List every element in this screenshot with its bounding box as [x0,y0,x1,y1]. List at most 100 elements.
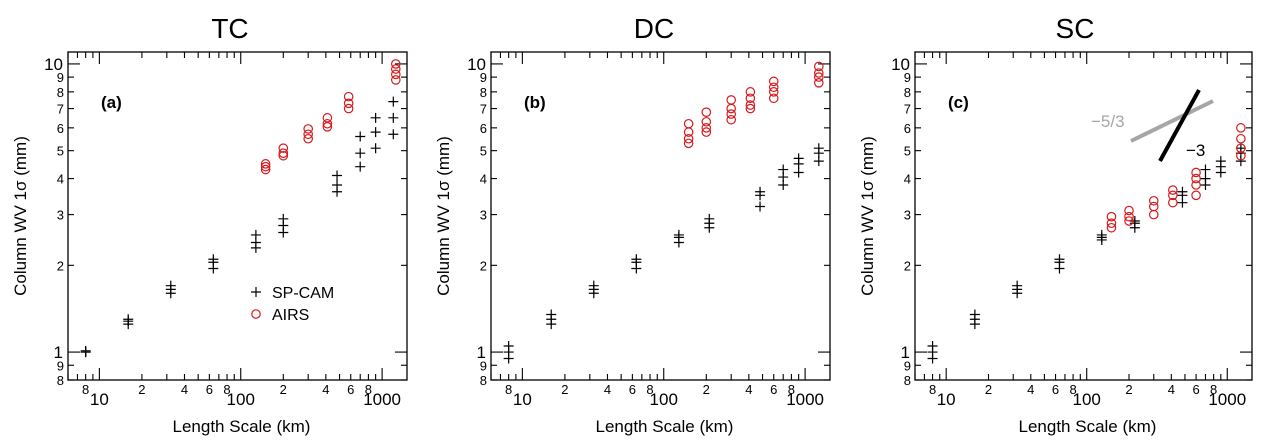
y-minor-tick-label: 8 [904,373,911,388]
y-minor-tick-label: 6 [57,121,64,136]
y-tick-label: 10 [467,55,486,74]
x-minor-tick-label: 2 [280,382,287,397]
y-minor-tick-label: 9 [57,358,64,373]
y-minor-tick-label: 2 [904,258,911,273]
x-minor-tick-label: 2 [561,382,568,397]
data-point-plus [370,127,381,138]
x-tick-label: 100 [1073,390,1101,409]
panel-sc: SC (c) Length Scale (km) Column WV 1σ (mm) 1… [858,13,1253,436]
data-point-plus [1215,156,1226,167]
series-airs [260,59,401,175]
data-point-circle [322,118,333,129]
slope-line-minus-3 [1158,89,1201,162]
data-point-circle [260,164,271,175]
data-point-circle [1236,123,1246,133]
data-point-plus [673,229,684,240]
x-minor-tick-label: 2 [138,382,145,397]
legend-marker-circle [251,309,261,319]
data-point-plus [388,129,399,140]
x-minor-tick-label: 4 [181,382,188,397]
data-point-circle [1168,197,1178,208]
data-point-circle [726,114,736,125]
data-point-circle [768,82,779,93]
data-point-circle [1236,133,1246,144]
data-point-circle [683,133,694,144]
legend: SP-CAM AIRS [251,285,334,324]
data-point-plus [278,213,289,224]
data-point-plus [1129,216,1140,227]
panel-dc: DC (b) Length Scale (km) Column WV 1σ (mm) 1… [434,13,831,436]
y-minor-tick-label: 6 [904,121,911,136]
data-point-plus [165,280,176,291]
data-point-circle [260,161,271,172]
data-point-circle [814,78,824,88]
slope-reference-lines: −5/3 −3 [1091,89,1214,162]
data-point-plus [503,340,514,351]
data-point-circle [260,159,271,169]
x-minor-tick-label: 8 [1069,382,1076,397]
data-point-plus [969,309,980,320]
data-point-circle [814,61,824,72]
x-minor-tick-label: 4 [1168,382,1175,397]
data-point-plus [370,112,381,123]
data-point-plus [332,170,343,181]
data-point-circle [278,150,289,161]
y-minor-tick-label: 9 [904,358,911,373]
data-point-circle [1148,201,1159,212]
data-point-circle [768,93,779,104]
data-point-circle [303,124,313,134]
series-airs [683,61,824,149]
chart-title: DC [634,13,674,44]
data-point-plus [778,164,789,175]
x-tick-label: 1000 [363,390,401,409]
y-minor-tick-label: 7 [904,102,911,117]
y-minor-tick-label: 7 [480,102,487,117]
y-minor-tick-label: 6 [480,121,487,136]
panel-label: (c) [948,93,969,112]
data-point-circle [745,87,756,97]
data-point-circle [303,129,313,140]
x-tick-label: 10 [90,390,109,409]
x-minor-tick-label: 6 [629,382,636,397]
y-tick-label: 10 [891,55,910,74]
data-point-plus [355,161,366,172]
x-tick-label: 1000 [1208,390,1246,409]
slope-label-minus-5-3: −5/3 [1091,112,1125,131]
data-point-circle [391,75,401,85]
data-point-plus [1200,164,1211,175]
data-point-plus [123,316,134,327]
data-point-circle [1191,173,1201,184]
data-point-circle [1168,190,1178,201]
legend-marker-plus [251,287,261,297]
y-minor-tick-label: 5 [904,144,911,159]
data-point-plus [355,131,366,142]
x-minor-tick-label: 2 [985,382,992,397]
y-minor-tick-label: 4 [57,172,64,187]
x-minor-tick-label: 6 [1052,382,1059,397]
data-point-circle [343,103,354,114]
x-tick-label: 100 [650,390,678,409]
data-point-circle [322,113,333,123]
data-point-plus [793,167,804,178]
data-point-plus [355,148,366,159]
y-minor-tick-label: 5 [480,144,487,159]
data-point-plus [704,213,715,224]
x-minor-tick-label: 2 [1125,382,1132,397]
x-minor-tick-label: 2 [703,382,710,397]
data-point-circle [391,69,401,80]
y-minor-tick-label: 3 [904,208,911,223]
y-minor-tick-label: 3 [57,208,64,223]
y-axis-label: Column WV 1σ (mm) [858,136,877,296]
data-point-circle [814,68,824,78]
y-minor-tick-label: 9 [904,70,911,85]
data-point-circle [1148,195,1159,206]
x-minor-tick-label: 4 [1027,382,1034,397]
y-minor-tick-label: 2 [480,258,487,273]
data-point-circle [1106,222,1117,233]
data-point-circle [391,64,401,74]
data-point-circle [726,103,736,114]
x-axis-label: Length Scale (km) [1019,417,1157,436]
x-minor-tick-label: 8 [365,382,372,397]
series-sp-cam [503,143,824,364]
data-point-circle [701,107,712,117]
